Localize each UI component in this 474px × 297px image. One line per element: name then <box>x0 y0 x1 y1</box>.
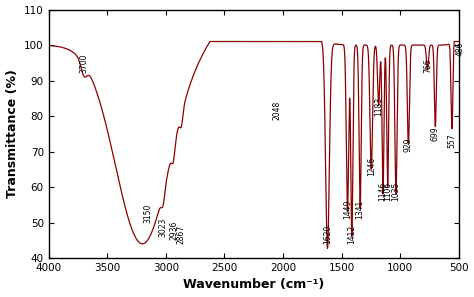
Text: 1035: 1035 <box>392 182 401 201</box>
X-axis label: Wavenumber (cm⁻¹): Wavenumber (cm⁻¹) <box>183 279 324 291</box>
Y-axis label: Transmittance (%): Transmittance (%) <box>6 69 18 198</box>
Text: 3023: 3023 <box>159 217 168 237</box>
Text: 766: 766 <box>423 59 432 73</box>
Text: 3700: 3700 <box>79 54 88 73</box>
Text: 1106: 1106 <box>383 182 392 201</box>
Text: 699: 699 <box>431 126 440 141</box>
Text: 486: 486 <box>456 41 465 56</box>
Text: 1620: 1620 <box>323 225 332 244</box>
Text: 1183: 1183 <box>374 97 383 116</box>
Text: 3150: 3150 <box>144 203 153 222</box>
Text: 2867: 2867 <box>177 225 186 244</box>
Text: 1412: 1412 <box>347 225 356 244</box>
Text: 557: 557 <box>447 133 456 148</box>
Text: 2048: 2048 <box>273 100 282 120</box>
Text: 1449: 1449 <box>343 200 352 219</box>
Text: 929: 929 <box>404 137 413 151</box>
Text: 1146: 1146 <box>378 182 387 201</box>
Text: 2936: 2936 <box>170 221 179 240</box>
Text: 1341: 1341 <box>356 200 365 219</box>
Text: 1246: 1246 <box>367 157 376 176</box>
